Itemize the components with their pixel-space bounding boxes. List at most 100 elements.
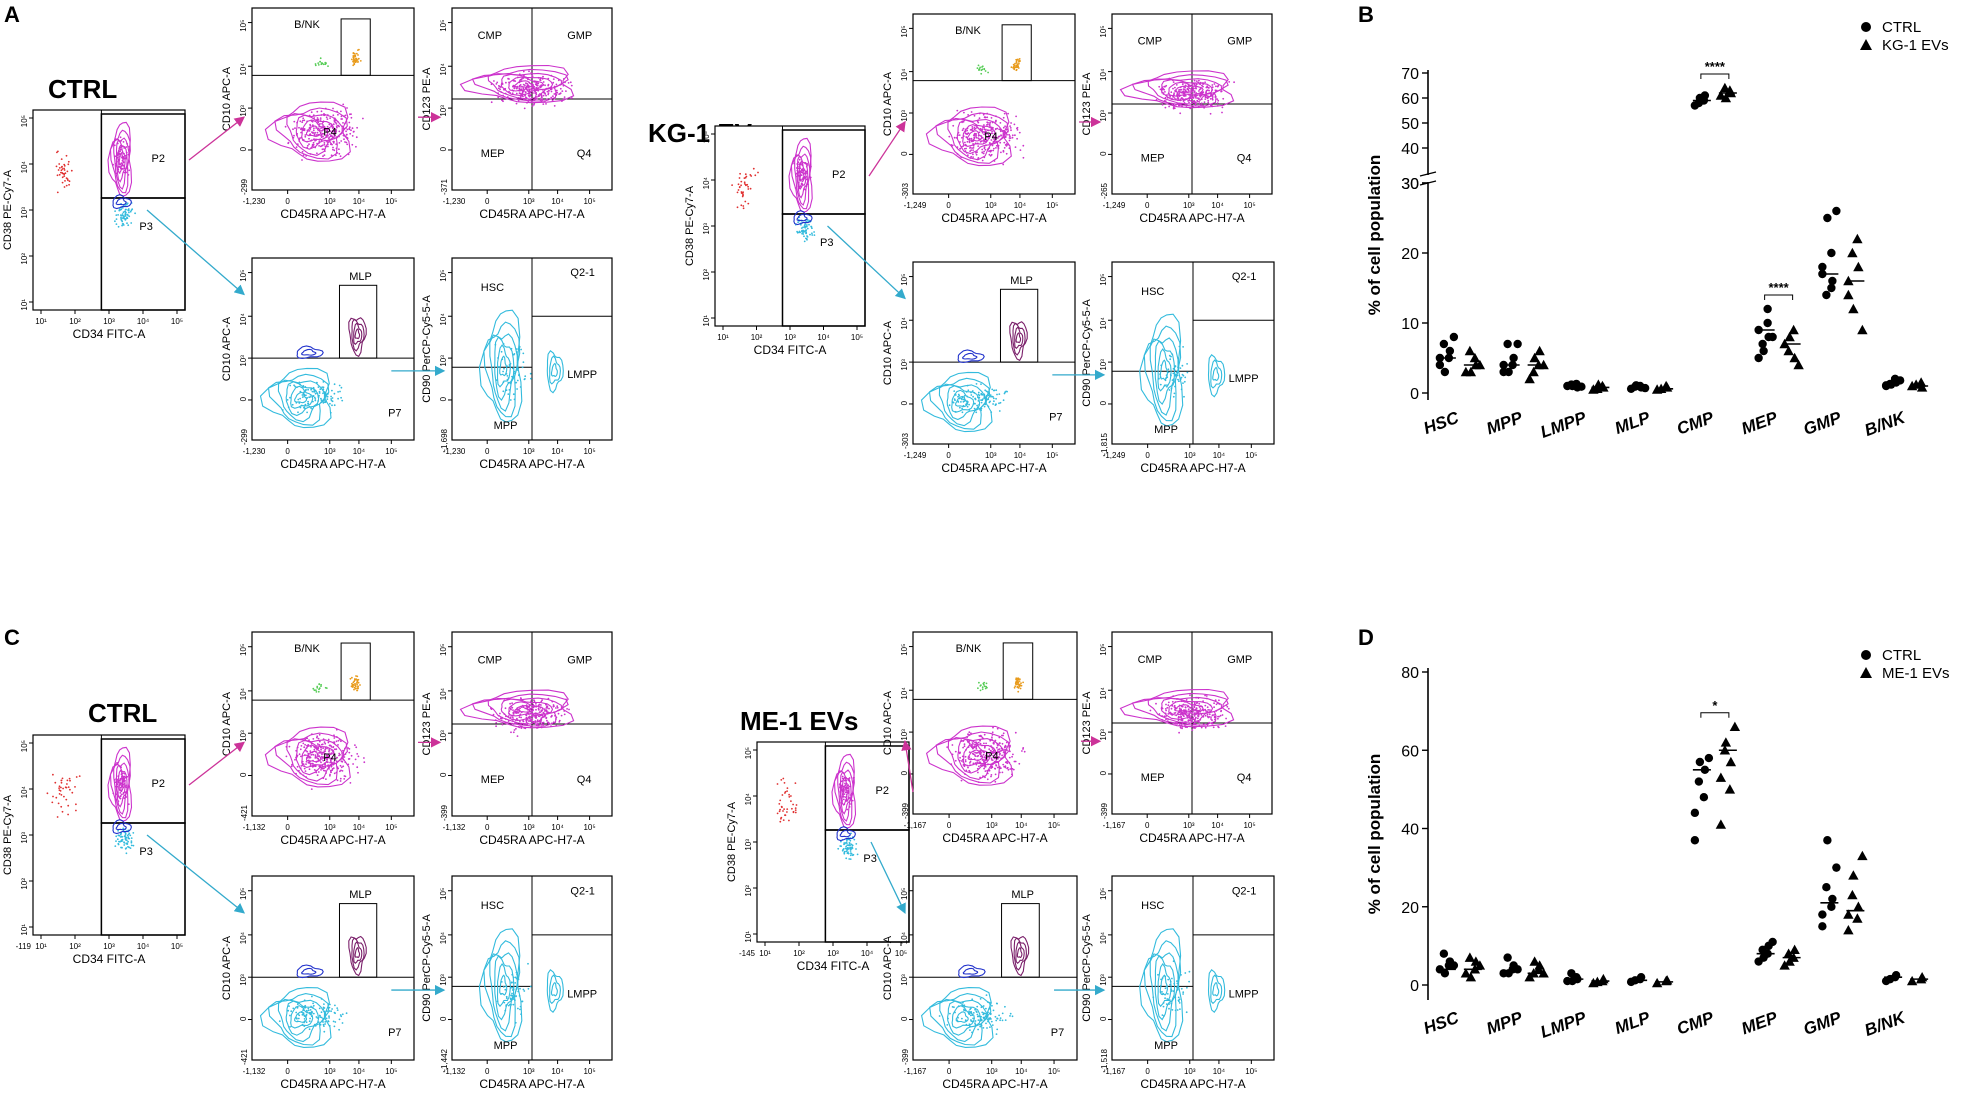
- event-dot: [1009, 1015, 1011, 1017]
- event-dot: [1173, 396, 1175, 398]
- x-tick-label: 10³: [986, 821, 998, 830]
- event-dot: [345, 115, 347, 117]
- gate-label: HSC: [481, 900, 504, 912]
- event-dot: [1220, 715, 1222, 717]
- event-dot: [978, 65, 980, 67]
- event-dot: [114, 845, 116, 847]
- event-dot: [972, 753, 974, 755]
- event-dot: [1006, 134, 1008, 136]
- event-dot: [1016, 679, 1018, 681]
- event-dot: [120, 833, 122, 835]
- event-dot: [510, 1004, 512, 1006]
- event-dot: [857, 854, 859, 856]
- event-dot: [62, 168, 64, 170]
- event-dot: [996, 1029, 998, 1031]
- category-label: CMP: [1674, 1008, 1717, 1039]
- y-tick-label: 10³: [1099, 110, 1108, 122]
- event-dot: [127, 841, 129, 843]
- event-dot: [363, 761, 365, 763]
- event-dot: [127, 214, 129, 216]
- event-dot: [548, 708, 550, 710]
- gate-label: P7: [388, 407, 401, 419]
- event-dot: [533, 104, 535, 106]
- x-tick-label: 10⁴: [353, 823, 366, 832]
- event-dot: [996, 1033, 998, 1035]
- x-tick-label: 10⁵: [1048, 821, 1060, 830]
- significance-label: ****: [1769, 280, 1790, 295]
- event-dot: [968, 404, 970, 406]
- event-dot: [525, 720, 527, 722]
- data-point-circle: [1832, 207, 1840, 215]
- event-dot: [530, 719, 532, 721]
- event-dot: [977, 1014, 979, 1016]
- event-dot: [952, 125, 954, 127]
- event-dot: [323, 63, 325, 65]
- x-tick-label: 10⁴: [551, 1067, 564, 1076]
- event-dot: [1182, 346, 1184, 348]
- y-tick-label: 10⁴: [439, 63, 448, 76]
- event-dot: [979, 117, 981, 119]
- gate-label: CMP: [478, 654, 502, 666]
- legend-label: CTRL: [1882, 19, 1921, 36]
- event-dot: [307, 1008, 309, 1010]
- event-dot: [333, 142, 335, 144]
- event-dot: [1167, 94, 1169, 96]
- event-dot: [1172, 701, 1174, 703]
- event-dot: [351, 677, 353, 679]
- event-dot: [558, 713, 560, 715]
- significance-label: ****: [1705, 59, 1726, 74]
- condition-title: CTRL: [88, 698, 157, 728]
- event-dot: [1178, 367, 1180, 369]
- event-dot: [309, 750, 311, 752]
- event-dot: [516, 974, 518, 976]
- event-dot: [516, 365, 518, 367]
- event-dot: [992, 150, 994, 152]
- event-dot: [1015, 761, 1017, 763]
- event-dot: [331, 404, 333, 406]
- event-dot: [60, 787, 62, 789]
- x-axis-label: CD45RA APC-H7-A: [1140, 461, 1245, 475]
- event-dot: [318, 64, 320, 66]
- event-dot: [1179, 112, 1181, 114]
- event-dot: [297, 766, 299, 768]
- x-min-label: -1,167: [1103, 821, 1126, 830]
- gate-label: MEP: [481, 774, 505, 786]
- event-dot: [331, 769, 333, 771]
- condition-title: ME-1 EVs: [740, 706, 859, 736]
- panel-letter: A: [4, 2, 20, 27]
- event-dot: [1193, 710, 1195, 712]
- event-dot: [342, 1013, 344, 1015]
- event-dot: [1014, 63, 1016, 65]
- data-point-circle: [1818, 263, 1826, 271]
- event-dot: [310, 757, 312, 759]
- event-dot: [512, 368, 514, 370]
- data-point-circle: [1695, 777, 1703, 785]
- event-dot: [1207, 706, 1209, 708]
- event-dot: [993, 400, 995, 402]
- event-dot: [114, 220, 116, 222]
- y-tick-label: 0: [900, 151, 909, 156]
- event-dot: [128, 215, 130, 217]
- event-dot: [127, 209, 129, 211]
- event-dot: [971, 746, 973, 748]
- event-dot: [970, 147, 972, 149]
- event-dot: [1005, 1019, 1007, 1021]
- data-point-circle: [1440, 340, 1448, 348]
- event-dot: [298, 1018, 300, 1020]
- event-dot: [546, 707, 548, 709]
- event-dot: [1003, 117, 1005, 119]
- event-dot: [1217, 85, 1219, 87]
- x-axis-label: CD45RA APC-H7-A: [942, 831, 1047, 845]
- event-dot: [1174, 393, 1176, 395]
- event-dot: [1165, 107, 1167, 109]
- event-dot: [333, 1021, 335, 1023]
- y-tick-label: 0: [1410, 386, 1419, 403]
- x-axis-label: CD45RA APC-H7-A: [479, 207, 584, 221]
- data-point-circle: [1632, 381, 1640, 389]
- event-dot: [779, 809, 781, 811]
- event-dot: [978, 392, 980, 394]
- event-dot: [972, 128, 974, 130]
- event-dot: [524, 375, 526, 377]
